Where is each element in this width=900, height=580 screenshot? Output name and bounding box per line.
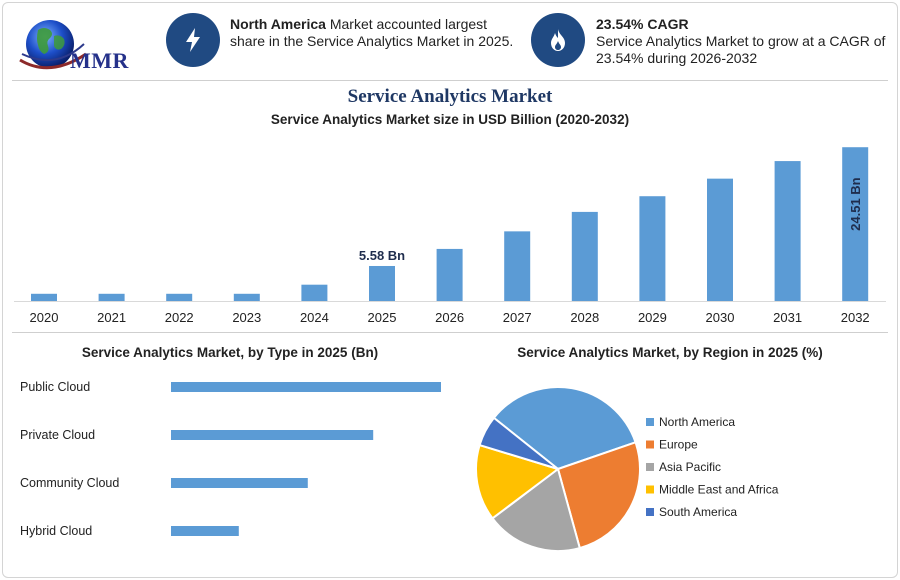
bar-2029 <box>639 196 666 301</box>
bar-2023 <box>233 293 260 301</box>
bar-2025 <box>369 265 395 301</box>
legend-swatch <box>646 508 654 516</box>
legend-label: North America <box>659 415 735 429</box>
header-divider <box>12 80 888 81</box>
flame-icon <box>531 13 585 67</box>
x-tick-label: 2028 <box>570 310 599 325</box>
type-label: Public Cloud <box>20 380 90 394</box>
pie-slice-south-america <box>478 416 559 470</box>
info-card-cagr-text: Service Analytics Market to grow at a CA… <box>596 33 886 66</box>
legend-label: Middle East and Africa <box>659 483 779 497</box>
bar-2032 <box>842 147 869 301</box>
x-tick-label: 2027 <box>503 310 532 325</box>
type-label: Hybrid Cloud <box>20 524 92 538</box>
bar-2027 <box>504 231 531 301</box>
pie-slice-north-america <box>492 386 637 471</box>
info-card-cagr-bold: 23.54% CAGR <box>596 16 689 32</box>
middle-divider <box>12 332 888 333</box>
x-tick-label: 2031 <box>773 310 802 325</box>
region-pie-chart: North America Europe Asia Pacific Middle Ea… <box>475 386 779 552</box>
bar-2031 <box>774 161 801 301</box>
type-bar-chart: Public Cloud Private Cloud Community Cloud… <box>20 380 441 538</box>
type-label: Private Cloud <box>20 428 95 442</box>
legend-swatch <box>646 485 654 494</box>
bar-hybrid-cloud <box>171 526 239 536</box>
info-card-region: North America Market accounted largest s… <box>230 16 520 50</box>
type-label: Community Cloud <box>20 476 119 490</box>
x-tick-label: 2030 <box>706 310 735 325</box>
x-tick-label: 2020 <box>30 310 59 325</box>
x-tick-label: 2022 <box>165 310 194 325</box>
data-label: 24.51 Bn <box>848 177 863 231</box>
x-tick-label: 2032 <box>841 310 870 325</box>
x-tick-label: 2029 <box>638 310 667 325</box>
x-tick-label: 2026 <box>435 310 464 325</box>
bar-2024 <box>301 284 328 301</box>
bar-public-cloud <box>171 382 441 392</box>
info-card-region-bold: North America <box>230 16 326 32</box>
info-card-cagr: 23.54% CAGR Service Analytics Market to g… <box>596 16 888 67</box>
lightning-icon <box>166 13 220 67</box>
logo-text: MMR <box>70 48 129 73</box>
market-size-bar-chart: 2020 2021 2022 2023 2024 2025 2026 2027 2028 2029… <box>14 147 886 325</box>
pie-slice-asia-pacific <box>491 467 582 552</box>
x-tick-label: 2025 <box>368 310 397 325</box>
bar-2022 <box>166 293 193 301</box>
bar-2030 <box>707 178 733 301</box>
legend-swatch <box>646 418 654 426</box>
x-tick-label: 2023 <box>232 310 261 325</box>
page-title: Service Analytics Market <box>347 86 553 107</box>
pie-slice-europe <box>556 441 641 550</box>
legend-swatch <box>646 440 654 449</box>
globe-icon <box>19 20 87 70</box>
type-chart-title: Service Analytics Market, by Type in 202… <box>81 345 379 360</box>
x-tick-label: 2021 <box>97 310 126 325</box>
bar-2028 <box>571 211 598 301</box>
bar-2026 <box>436 248 463 301</box>
bar-community-cloud <box>171 478 308 488</box>
mmr-logo <box>16 14 138 78</box>
legend-swatch <box>646 463 654 471</box>
chart-subtitle: Service Analytics Market size in USD Bil… <box>270 112 630 127</box>
x-tick-label: 2024 <box>300 310 329 325</box>
legend-label: South America <box>659 505 737 519</box>
info-card-region-text: Market accounted largest share in the Se… <box>230 16 514 49</box>
data-label: 5.58 Bn <box>359 248 405 263</box>
region-chart-title: Service Analytics Market, by Region in 2… <box>517 345 823 360</box>
bar-private-cloud <box>171 430 374 440</box>
legend-label: Asia Pacific <box>659 460 721 474</box>
bar-2020 <box>31 293 57 301</box>
legend-label: Europe <box>659 438 698 452</box>
bar-2021 <box>98 293 125 301</box>
